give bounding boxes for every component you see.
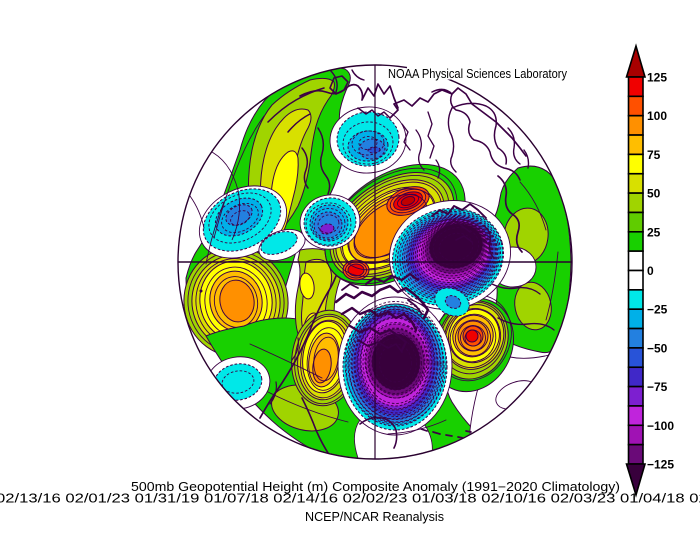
svg-text:0: 0 bbox=[647, 264, 654, 278]
svg-text:500mb Geopotential Height (m): 500mb Geopotential Height (m) Composite … bbox=[131, 480, 620, 494]
svg-text:75: 75 bbox=[647, 148, 661, 162]
svg-text:02/13/16 02/01/23 01/31/19 01/: 02/13/16 02/01/23 01/31/19 01/07/18 02/1… bbox=[0, 492, 700, 506]
svg-text:25: 25 bbox=[647, 225, 661, 239]
svg-text:−125: −125 bbox=[647, 458, 674, 472]
svg-text:−25: −25 bbox=[647, 303, 668, 317]
svg-text:125: 125 bbox=[647, 71, 667, 85]
svg-text:50: 50 bbox=[647, 187, 661, 201]
svg-text:NOAA Physical Sciences Laborat: NOAA Physical Sciences Laboratory bbox=[388, 67, 568, 81]
svg-text:NCEP/NCAR Reanalysis: NCEP/NCAR Reanalysis bbox=[305, 510, 444, 524]
svg-text:−100: −100 bbox=[647, 419, 674, 433]
svg-text:−50: −50 bbox=[647, 341, 668, 355]
svg-text:100: 100 bbox=[647, 109, 667, 123]
svg-text:−75: −75 bbox=[647, 380, 668, 394]
